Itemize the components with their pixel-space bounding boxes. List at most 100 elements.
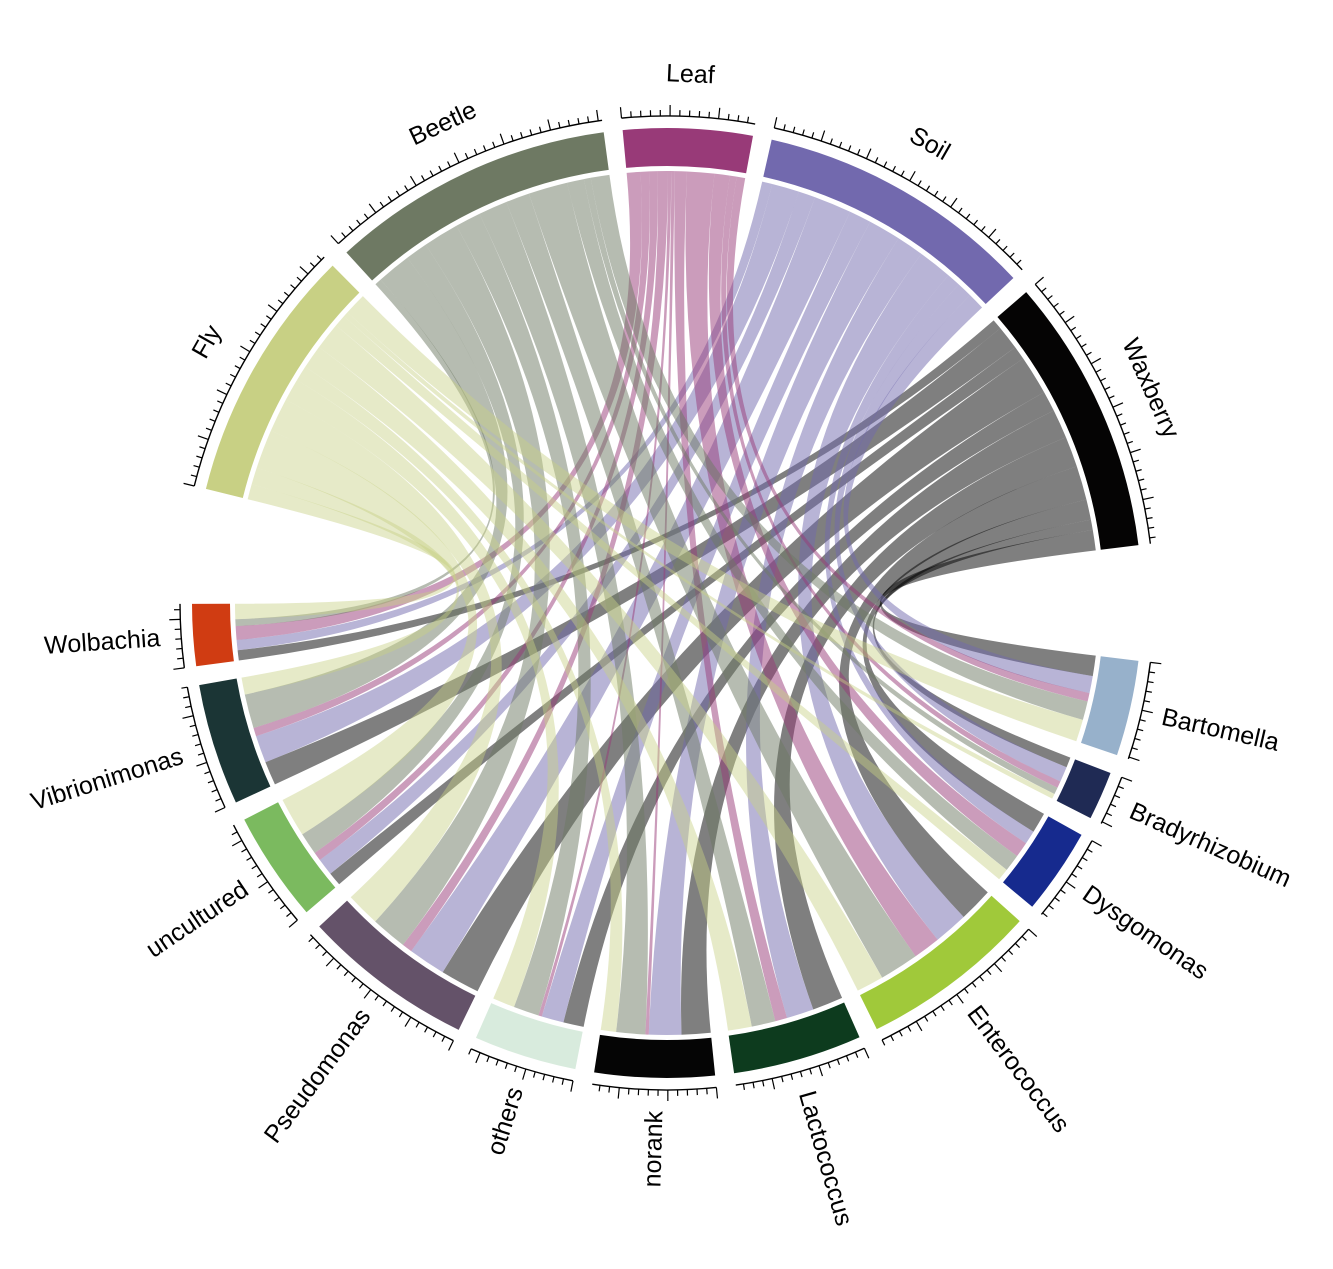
tick — [993, 963, 1003, 973]
tick — [971, 982, 977, 988]
axis-bartomella — [1127, 661, 1162, 762]
ribbon-soil-dysgomonas — [824, 275, 1034, 844]
tick — [182, 715, 194, 719]
ribbon-beetle-norank — [479, 202, 648, 1035]
tick — [211, 789, 218, 793]
tick — [1090, 357, 1102, 365]
sector-others — [475, 1003, 583, 1070]
tick — [1091, 840, 1102, 847]
tick — [570, 1080, 574, 1092]
tick — [1080, 343, 1087, 348]
axis-beetle — [330, 109, 603, 245]
tick — [189, 724, 196, 728]
tick — [468, 1048, 472, 1055]
ribbon-soil-norank — [648, 221, 899, 1036]
tick — [216, 389, 228, 396]
axis-leaf — [619, 105, 756, 125]
sector-lactococcus — [728, 1002, 860, 1074]
tick — [447, 161, 451, 168]
tick — [932, 1010, 937, 1017]
axis-wolbachia — [169, 603, 186, 670]
tick — [1060, 889, 1066, 894]
tick — [838, 141, 843, 148]
tick — [1009, 252, 1015, 258]
tick — [940, 1005, 945, 1011]
tick — [330, 235, 339, 245]
axis-line — [232, 824, 298, 921]
tick — [964, 988, 969, 994]
tick — [246, 856, 252, 861]
tick — [942, 196, 947, 202]
tick — [1001, 956, 1007, 962]
tick — [1145, 690, 1152, 693]
tick — [251, 865, 258, 870]
tick — [820, 130, 826, 142]
tick — [742, 1083, 746, 1090]
tick — [1053, 302, 1059, 308]
label-waxberry: Waxberry — [1116, 334, 1185, 443]
label-soil: Soil — [905, 121, 955, 166]
tick — [315, 944, 321, 950]
tick — [209, 418, 216, 422]
tick — [762, 1080, 765, 1087]
tick — [322, 950, 328, 957]
tick — [1148, 526, 1155, 529]
tick — [1126, 440, 1133, 444]
ribbon-beetle-enterococcus — [528, 182, 916, 978]
tick — [737, 115, 740, 122]
tick — [1100, 377, 1106, 382]
tick — [265, 315, 272, 320]
label-bartomella: Bartomella — [1159, 703, 1282, 757]
tick — [801, 129, 805, 136]
tick — [356, 219, 361, 225]
tick — [379, 201, 385, 208]
tick — [1054, 897, 1060, 902]
tick — [542, 1074, 546, 1081]
axis-line — [735, 1047, 865, 1086]
tick — [596, 109, 599, 121]
tick — [409, 175, 417, 186]
tick — [1070, 326, 1077, 332]
tick — [1021, 935, 1027, 941]
ribbon-soil-others — [541, 211, 871, 1023]
tick — [520, 132, 523, 139]
tick — [1112, 402, 1124, 408]
tick — [752, 1082, 755, 1089]
tick — [363, 213, 369, 219]
ribbon-waxberry-lactococcus — [774, 437, 1077, 1010]
tick — [288, 919, 298, 928]
label-pseudomonas: Pseudomonas — [259, 1003, 377, 1148]
tick — [473, 148, 478, 155]
tick — [499, 133, 505, 145]
tick — [204, 771, 211, 775]
tick — [917, 180, 922, 187]
tick — [1106, 812, 1113, 817]
tick — [260, 323, 266, 328]
tick — [957, 207, 963, 214]
axis-uncultured — [231, 824, 298, 928]
label-uncultured: uncultured — [141, 875, 254, 963]
tick — [845, 1055, 850, 1062]
axis-line — [179, 603, 186, 668]
tick — [283, 291, 290, 297]
tick — [214, 806, 226, 813]
sector-leaf — [622, 127, 753, 174]
tick — [363, 989, 372, 999]
tick — [176, 647, 183, 650]
tick — [267, 304, 278, 312]
axis-line — [881, 928, 1030, 1041]
tick — [1139, 719, 1146, 722]
tick — [351, 977, 357, 983]
axis-enterococcus — [881, 928, 1038, 1046]
tick — [1086, 848, 1093, 853]
tick — [558, 121, 561, 129]
tick — [404, 185, 409, 191]
tick — [746, 116, 750, 123]
sector-dysgomonas — [1002, 816, 1082, 907]
tick — [522, 1068, 527, 1080]
tick — [1041, 287, 1047, 293]
tick — [956, 994, 964, 1004]
tick — [1002, 245, 1008, 251]
sector-soil — [763, 139, 1014, 305]
tick — [1120, 422, 1127, 426]
